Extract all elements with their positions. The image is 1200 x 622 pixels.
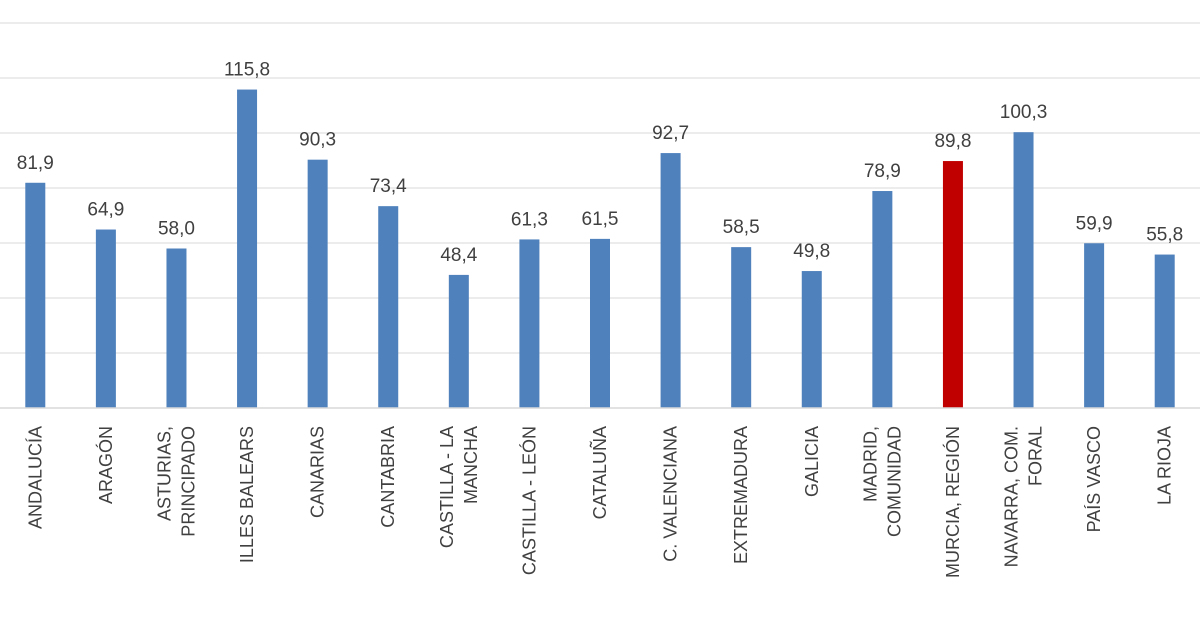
category-label: CASTILLA - LEÓN	[518, 426, 539, 575]
data-label: 61,3	[511, 209, 548, 230]
data-label: 92,7	[652, 123, 689, 144]
tick-label: ARAGÓN	[95, 426, 116, 504]
bars	[25, 89, 1175, 409]
category-label: PAÍS VASCO	[1084, 426, 1104, 532]
category-label: C. VALENCIANA	[661, 426, 681, 562]
tick-label: PAÍS VASCO	[1084, 426, 1104, 532]
bar	[1154, 254, 1175, 408]
tick-label: MADRID,	[860, 426, 880, 502]
bar	[660, 153, 681, 408]
tick-label: FORAL	[1026, 426, 1046, 486]
bar	[25, 182, 46, 408]
tick-label: CASTILLA - LA	[437, 426, 457, 548]
data-label: 61,5	[582, 209, 619, 230]
bar	[237, 89, 258, 409]
data-label: 48,4	[440, 245, 477, 266]
tick-label: LA RIOJA	[1155, 426, 1175, 505]
tick-label: MURCIA, REGIÓN	[942, 426, 963, 578]
data-label: 90,3	[299, 130, 336, 151]
bar	[519, 239, 540, 408]
tick-label: GALICIA	[802, 426, 822, 497]
bar	[307, 159, 328, 408]
category-label: CATALUÑA	[589, 426, 610, 519]
category-label: EXTREMADURA	[731, 426, 751, 564]
category-label: CANARIAS	[308, 426, 328, 518]
category-label: ANDALUCÍA	[25, 426, 45, 529]
tick-label: COMUNIDAD	[884, 426, 904, 537]
data-label: 49,8	[793, 241, 830, 262]
data-label: 100,3	[1000, 102, 1048, 123]
tick-label: ANDALUCÍA	[25, 426, 45, 529]
data-label: 58,0	[158, 219, 195, 240]
tick-label: ILLES BALEARS	[237, 426, 257, 563]
tick-label: C. VALENCIANA	[661, 426, 681, 562]
tick-label: MANCHA	[461, 426, 481, 504]
data-label: 59,9	[1076, 213, 1113, 234]
category-label: CANTABRIA	[378, 426, 398, 528]
tick-label: ASTURIAS,	[154, 426, 174, 521]
category-label: LA RIOJA	[1155, 426, 1175, 505]
value-labels: 81,9 64,9 58,0 115,8 90,3 73,4 48,4 61,3 61,5 92,…	[17, 60, 1183, 266]
data-label: 64,9	[87, 200, 124, 221]
tick-label: CANTABRIA	[378, 426, 398, 528]
bar	[590, 238, 610, 408]
bar	[95, 229, 116, 408]
data-label: 81,9	[17, 153, 54, 174]
category-label: ASTURIAS, PRINCIPADO	[154, 426, 198, 537]
category-label: GALICIA	[802, 426, 822, 497]
bar	[166, 248, 187, 408]
category-label: ARAGÓN	[95, 426, 116, 504]
data-label: 55,8	[1146, 225, 1183, 246]
bar	[1013, 132, 1034, 409]
bar	[731, 247, 752, 408]
bar	[378, 206, 399, 408]
category-label: MADRID, COMUNIDAD	[860, 426, 904, 537]
data-label: 89,8	[934, 131, 971, 152]
tick-label: CASTILLA - LEÓN	[518, 426, 539, 575]
tick-label: PRINCIPADO	[178, 426, 198, 537]
category-label: NAVARRA, COM. FORAL	[1002, 426, 1046, 567]
bar	[1084, 243, 1105, 408]
tick-label: CATALUÑA	[589, 426, 610, 519]
category-label: MURCIA, REGIÓN	[942, 426, 963, 578]
data-label: 58,5	[723, 217, 760, 238]
bar	[942, 161, 963, 408]
tick-label: CANARIAS	[308, 426, 328, 518]
data-label: 115,8	[224, 60, 270, 81]
bar	[448, 274, 469, 408]
tick-label: NAVARRA, COM.	[1002, 426, 1022, 567]
bar	[801, 271, 822, 408]
tick-label: EXTREMADURA	[731, 426, 751, 564]
category-label: ILLES BALEARS	[237, 426, 257, 563]
category-label: CASTILLA - LA MANCHA	[437, 426, 481, 548]
bar	[872, 191, 893, 408]
category-labels: ANDALUCÍA ARAGÓN ASTURIAS, PRINCIPADO ILLES …	[25, 426, 1174, 578]
data-label: 78,9	[864, 161, 901, 182]
data-label: 73,4	[370, 176, 407, 197]
